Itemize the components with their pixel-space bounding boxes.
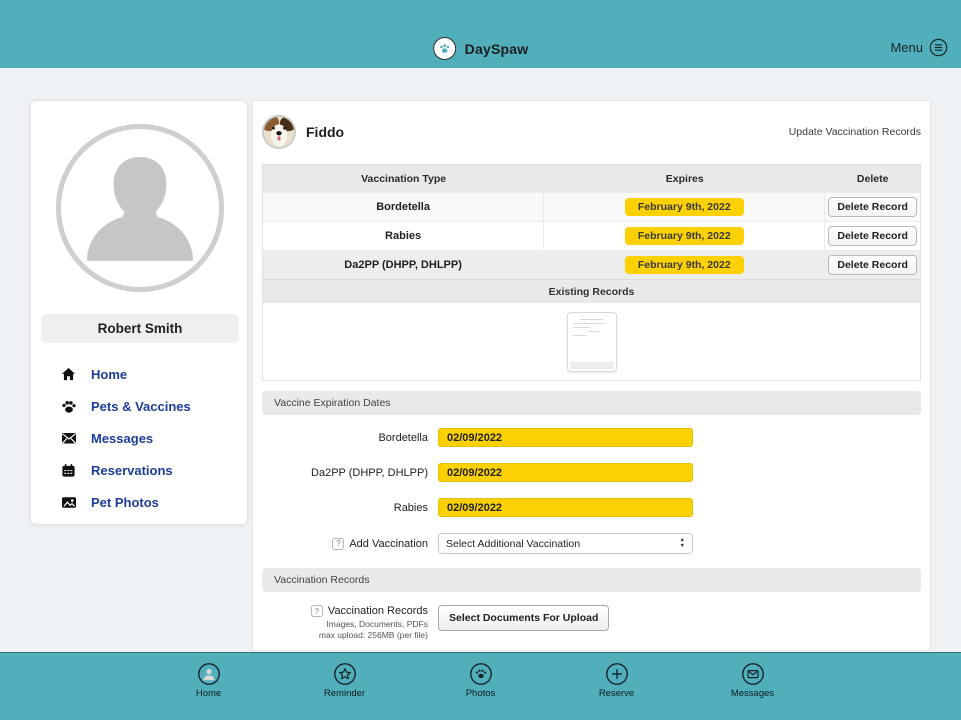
sidebar-item-home[interactable]: Home: [31, 358, 247, 390]
bottom-nav-bar: Home Reminder Photos: [0, 652, 961, 720]
update-vaccination-records-label: Update Vaccination Records: [788, 126, 921, 138]
footer-item-reminder[interactable]: Reminder: [310, 662, 380, 699]
select-updown-icon: ▲ ▼: [679, 537, 685, 549]
form-row-rabies: Rabies: [262, 498, 921, 517]
footer-nav: Home Reminder Photos: [0, 662, 961, 699]
hamburger-menu-icon: [929, 38, 948, 57]
sidebar-item-label: Pets & Vaccines: [91, 398, 191, 414]
existing-records-area: [263, 303, 920, 380]
home-person-icon: [197, 663, 220, 685]
delete-record-button[interactable]: Delete Record: [828, 226, 917, 246]
footer-item-home[interactable]: Home: [174, 662, 244, 699]
paw-icon: [469, 663, 492, 685]
table-header-row: Vaccination Type Expires Delete: [263, 165, 920, 192]
upload-hint-filetypes: Images, Documents, PDFs: [326, 619, 428, 629]
photo-icon: [61, 494, 77, 510]
delete-record-button[interactable]: Delete Record: [828, 255, 917, 275]
sidebar-item-label: Home: [91, 366, 128, 382]
form-row-da2pp: Da2PP (DHPP, DHLPP): [262, 463, 921, 482]
sidebar-item-reservations[interactable]: Reservations: [31, 454, 247, 486]
select-value: Select Additional Vaccination: [446, 537, 581, 550]
rabies-date-input[interactable]: [438, 498, 693, 517]
col-expires: Expires: [665, 172, 704, 185]
form-row-bordetella: Bordetella: [262, 428, 921, 447]
paw-icon: [61, 398, 77, 414]
existing-records-header: Existing Records: [263, 279, 920, 303]
upload-label-block: ? Vaccination Records Images, Documents,…: [262, 605, 428, 642]
bordetella-date-input[interactable]: [438, 428, 693, 447]
vaccination-table: Vaccination Type Expires Delete Bordetel…: [262, 164, 921, 381]
pet-header: Fiddo Update Vaccination Records: [262, 101, 921, 151]
add-vaccination-label: Add Vaccination: [349, 537, 428, 550]
app-title: DaySpaw: [464, 40, 529, 57]
top-app-bar: DaySpaw Menu: [0, 0, 961, 68]
sidebar-item-label: Pet Photos: [91, 494, 159, 510]
user-sidebar: Robert Smith Home Pets & Vaccines: [30, 100, 248, 525]
section-vaccination-records: Vaccination Records: [262, 568, 921, 592]
paw-logo-glyph: [439, 44, 449, 53]
select-documents-upload-button[interactable]: Select Documents For Upload: [438, 605, 610, 631]
plus-icon: [605, 663, 628, 685]
user-name: Robert Smith: [41, 314, 239, 343]
upload-hint-maxsize: max upload: 256MB (per file): [318, 630, 428, 641]
expires-date-button[interactable]: February 9th, 2022: [624, 227, 744, 245]
home-icon: [61, 366, 77, 382]
expires-date-button[interactable]: February 9th, 2022: [624, 256, 744, 274]
help-icon[interactable]: ?: [332, 537, 345, 550]
brand: DaySpaw: [432, 37, 529, 60]
pet-name: Fiddo: [306, 124, 345, 140]
record-document-thumbnail[interactable]: [566, 311, 617, 372]
star-icon: [333, 663, 356, 685]
footer-item-label: Reminder: [323, 688, 366, 699]
document-footer-band: [569, 361, 614, 369]
vaccine-type-cell: Rabies: [263, 222, 545, 250]
menu-button[interactable]: Menu: [890, 38, 948, 57]
dayspaw-logo-icon: [432, 37, 456, 60]
table-row: Rabies February 9th, 2022 Delete Record: [263, 221, 920, 250]
table-row: Da2PP (DHPP, DHLPP) February 9th, 2022 D…: [263, 250, 920, 279]
form-row-add-vaccination: ? Add Vaccination Select Additional Vacc…: [262, 533, 921, 554]
table-row: Bordetella February 9th, 2022 Delete Rec…: [263, 192, 920, 221]
field-label: ? Add Vaccination: [262, 537, 428, 550]
envelope-icon: [741, 663, 764, 685]
menu-label: Menu: [890, 40, 923, 55]
expires-date-button[interactable]: February 9th, 2022: [624, 198, 744, 216]
footer-item-label: Home: [195, 688, 222, 699]
footer-item-photos[interactable]: Photos: [446, 662, 516, 699]
vaccine-type-cell: Da2PP (DHPP, DHLPP): [263, 251, 545, 279]
delete-record-button[interactable]: Delete Record: [828, 197, 917, 217]
pet-avatar: [262, 115, 296, 149]
footer-item-label: Reserve: [598, 688, 635, 699]
footer-item-label: Messages: [730, 688, 775, 699]
col-vaccination-type: Vaccination Type: [361, 172, 447, 185]
da2pp-date-input[interactable]: [438, 463, 693, 482]
sidebar-item-label: Reservations: [91, 462, 173, 478]
footer-item-reserve[interactable]: Reserve: [582, 662, 652, 699]
upload-row: ? Vaccination Records Images, Documents,…: [262, 605, 921, 642]
footer-item-messages[interactable]: Messages: [718, 662, 788, 699]
pet-vaccination-panel: Fiddo Update Vaccination Records Vaccina…: [252, 100, 931, 651]
section-vaccine-expiration-dates: Vaccine Expiration Dates: [262, 391, 921, 415]
sidebar-item-pets-vaccines[interactable]: Pets & Vaccines: [31, 390, 247, 422]
field-label: Da2PP (DHPP, DHLPP): [311, 466, 428, 479]
help-icon[interactable]: ?: [310, 605, 323, 617]
vaccine-type-cell: Bordetella: [263, 193, 545, 221]
sidebar-item-pet-photos[interactable]: Pet Photos: [31, 486, 247, 518]
calendar-icon: [61, 462, 77, 478]
sidebar-item-messages[interactable]: Messages: [31, 422, 247, 454]
additional-vaccination-select[interactable]: Select Additional Vaccination ▲ ▼: [438, 533, 693, 554]
upload-label: Vaccination Records: [327, 605, 428, 617]
field-label: Rabies: [393, 501, 428, 514]
sidebar-nav: Home Pets & Vaccines Messages: [31, 358, 247, 518]
envelope-icon: [61, 430, 77, 446]
footer-item-label: Photos: [465, 688, 496, 699]
col-delete: Delete: [856, 172, 889, 185]
field-label: Bordetella: [378, 431, 428, 444]
sidebar-item-label: Messages: [91, 430, 154, 446]
user-avatar-placeholder: [55, 123, 225, 293]
